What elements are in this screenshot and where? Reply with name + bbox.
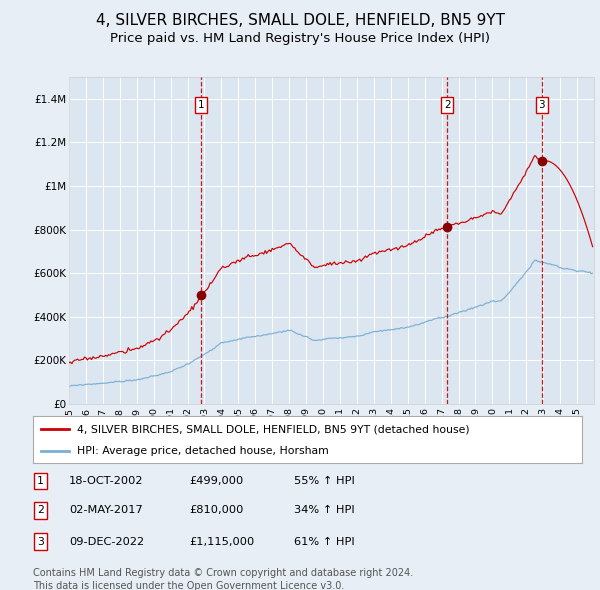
Text: 18-OCT-2002: 18-OCT-2002 [69, 476, 143, 486]
Text: Price paid vs. HM Land Registry's House Price Index (HPI): Price paid vs. HM Land Registry's House … [110, 32, 490, 45]
Text: HPI: Average price, detached house, Horsham: HPI: Average price, detached house, Hors… [77, 447, 329, 456]
Text: 3: 3 [37, 537, 44, 546]
Text: £810,000: £810,000 [189, 506, 244, 515]
Text: 34% ↑ HPI: 34% ↑ HPI [294, 506, 355, 515]
Text: 2: 2 [37, 506, 44, 515]
Text: 4, SILVER BIRCHES, SMALL DOLE, HENFIELD, BN5 9YT: 4, SILVER BIRCHES, SMALL DOLE, HENFIELD,… [95, 13, 505, 28]
Text: 55% ↑ HPI: 55% ↑ HPI [294, 476, 355, 486]
Text: 4, SILVER BIRCHES, SMALL DOLE, HENFIELD, BN5 9YT (detached house): 4, SILVER BIRCHES, SMALL DOLE, HENFIELD,… [77, 424, 470, 434]
Text: 61% ↑ HPI: 61% ↑ HPI [294, 537, 355, 546]
Text: £1,115,000: £1,115,000 [189, 537, 254, 546]
Text: 1: 1 [37, 476, 44, 486]
Text: 2: 2 [444, 100, 451, 110]
Text: 1: 1 [198, 100, 205, 110]
Text: 02-MAY-2017: 02-MAY-2017 [69, 506, 143, 515]
Text: Contains HM Land Registry data © Crown copyright and database right 2024.
This d: Contains HM Land Registry data © Crown c… [33, 568, 413, 590]
Text: £499,000: £499,000 [189, 476, 243, 486]
Text: 3: 3 [539, 100, 545, 110]
Text: 09-DEC-2022: 09-DEC-2022 [69, 537, 144, 546]
